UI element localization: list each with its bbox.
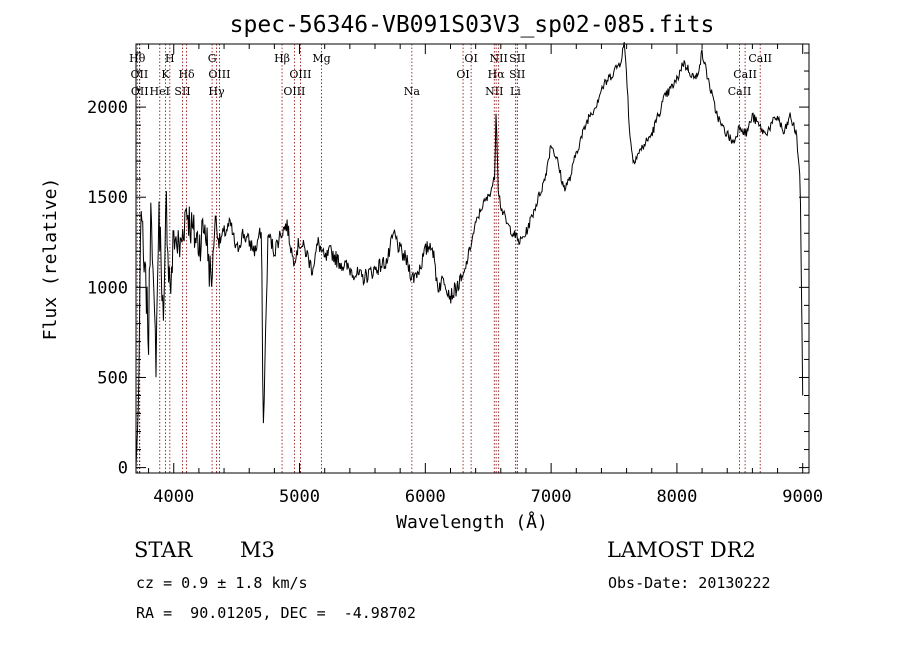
redshift-velocity: cz = 0.9 ± 1.8 km/s bbox=[136, 574, 308, 592]
y-tick-label: 500 bbox=[97, 368, 128, 388]
x-tick-label: 7000 bbox=[531, 487, 572, 507]
x-tick-label: 9000 bbox=[782, 487, 823, 507]
line-mark-label-10: OIII bbox=[208, 68, 230, 81]
line-mark-label-16: OI bbox=[456, 68, 469, 81]
line-mark-label-4: K bbox=[161, 68, 170, 81]
line-mark-label-13: OIII bbox=[289, 68, 311, 81]
y-tick-label: 1000 bbox=[87, 278, 128, 298]
line-mark-label-9: Hγ bbox=[208, 85, 225, 98]
y-axis-label: Flux (relative) bbox=[40, 178, 61, 341]
line-mark-label-2: OII bbox=[131, 85, 149, 98]
line-mark-label-18: NII bbox=[485, 85, 503, 98]
line-mark-label-14: Mg bbox=[312, 52, 330, 65]
line-mark-label-6: SII bbox=[174, 85, 190, 98]
plot-frame bbox=[135, 43, 810, 474]
x-tick-label: 4000 bbox=[153, 487, 194, 507]
object-class: STAR bbox=[134, 538, 193, 562]
line-mark-label-26: CaII bbox=[748, 52, 772, 65]
observation-date: Obs-Date: 20130222 bbox=[608, 574, 771, 592]
y-tick-label: 1500 bbox=[87, 188, 128, 208]
line-mark-label-1: OII bbox=[131, 68, 149, 81]
line-mark-label-0: Hθ bbox=[129, 52, 146, 65]
x-tick-label: 6000 bbox=[405, 487, 446, 507]
line-mark-label-15: Na bbox=[404, 85, 421, 98]
sky-coordinates: RA = 90.01205, DEC = -4.98702 bbox=[136, 604, 416, 622]
line-mark-label-23: SII bbox=[509, 52, 525, 65]
line-mark-label-21: Li bbox=[510, 85, 521, 98]
line-mark-label-24: CaII bbox=[728, 85, 752, 98]
x-axis-label: Wavelength (Å) bbox=[396, 511, 548, 533]
line-mark-label-20: NII bbox=[490, 52, 508, 65]
line-mark-label-8: G bbox=[208, 52, 217, 65]
line-mark-label-17: OI bbox=[464, 52, 477, 65]
axis-ticks-group: 4000 5000 6000 7000 8000 9000 0 500 1000 1500 2000 bbox=[87, 44, 823, 507]
line-mark-label-12: OIII bbox=[283, 85, 305, 98]
x-tick-label: 8000 bbox=[656, 487, 697, 507]
line-mark-label-3: HeI bbox=[150, 85, 170, 98]
chart-title: spec-56346-VB091S03V3_sp02-085.fits bbox=[230, 12, 715, 38]
line-mark-label-5: H bbox=[165, 52, 175, 65]
line-mark-label-25: CaII bbox=[733, 68, 757, 81]
spectrum-line bbox=[135, 42, 804, 468]
subclass: M3 bbox=[240, 538, 275, 562]
line-mark-label-11: Hβ bbox=[274, 52, 290, 65]
line-mark-label-19: Hα bbox=[488, 68, 506, 81]
x-tick-label: 5000 bbox=[279, 487, 320, 507]
line-mark-label-22: SII bbox=[509, 68, 525, 81]
survey-name: LAMOST DR2 bbox=[607, 538, 756, 562]
line-mark-label-7: Hδ bbox=[178, 68, 195, 81]
y-tick-label: 0 bbox=[118, 459, 128, 479]
y-tick-label: 2000 bbox=[87, 98, 128, 118]
